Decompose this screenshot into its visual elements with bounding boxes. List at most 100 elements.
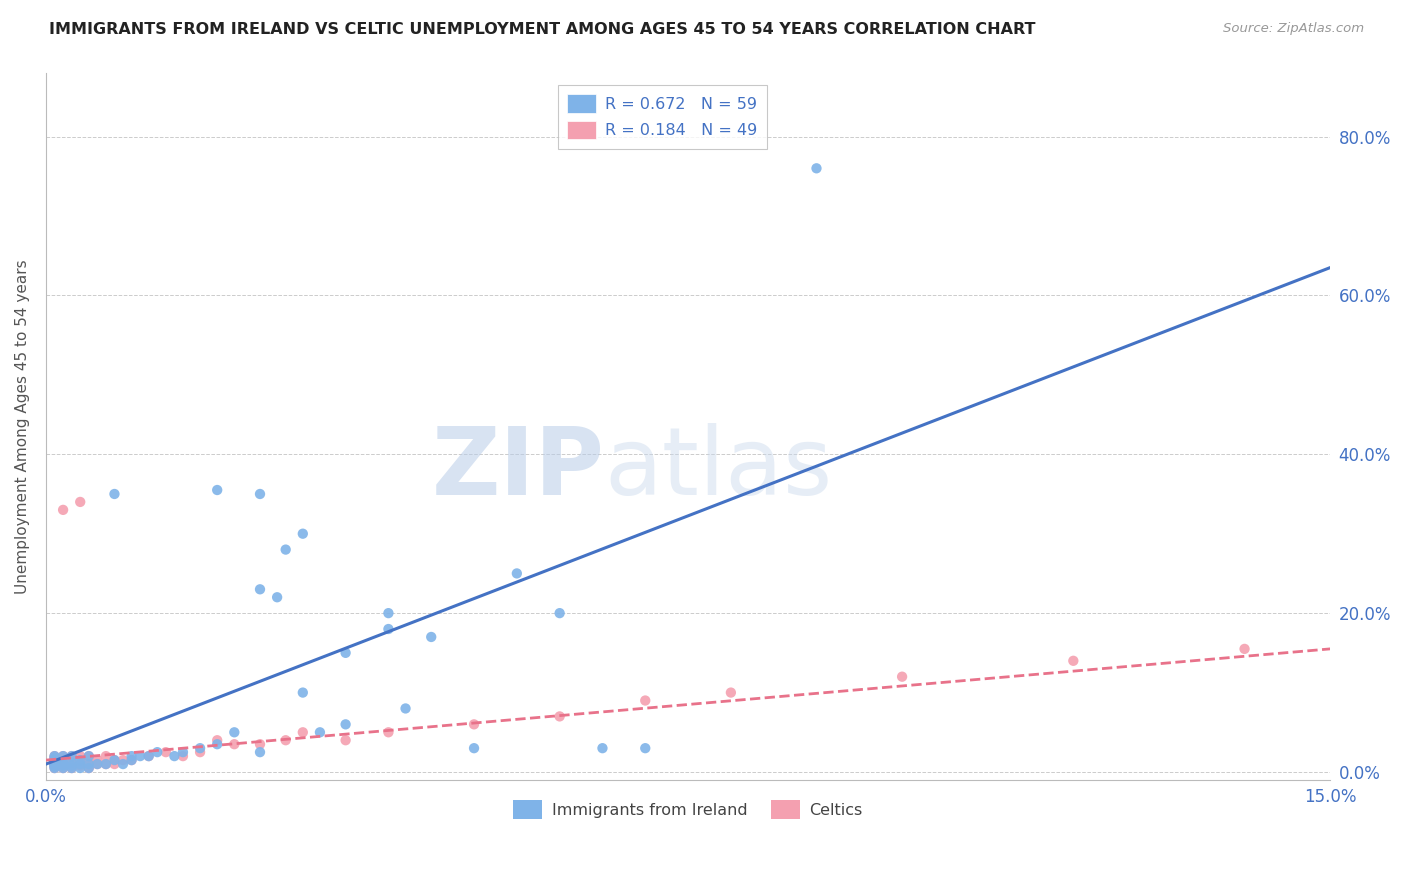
Point	[44, 757, 66, 772]
Point	[377, 622, 399, 636]
Point	[806, 161, 828, 176]
Point	[224, 737, 246, 751]
Point	[94, 757, 117, 772]
Point	[86, 753, 108, 767]
Point	[138, 749, 160, 764]
Point	[506, 566, 529, 581]
Point	[60, 753, 83, 767]
Point	[94, 749, 117, 764]
Point	[249, 745, 271, 759]
Point	[129, 749, 152, 764]
Point	[291, 725, 314, 739]
Point	[52, 761, 75, 775]
Text: IMMIGRANTS FROM IRELAND VS CELTIC UNEMPLOYMENT AMONG AGES 45 TO 54 YEARS CORRELA: IMMIGRANTS FROM IRELAND VS CELTIC UNEMPL…	[49, 22, 1036, 37]
Point	[69, 757, 91, 772]
Point	[44, 750, 66, 764]
Point	[420, 630, 443, 644]
Point	[86, 757, 108, 772]
Point	[291, 526, 314, 541]
Point	[103, 757, 125, 772]
Point	[205, 733, 228, 747]
Point	[634, 741, 657, 756]
Point	[77, 749, 100, 764]
Point	[163, 749, 186, 764]
Point	[44, 758, 66, 772]
Point	[69, 749, 91, 764]
Point	[69, 495, 91, 509]
Point	[52, 758, 75, 772]
Point	[77, 753, 100, 767]
Text: Source: ZipAtlas.com: Source: ZipAtlas.com	[1223, 22, 1364, 36]
Point	[77, 749, 100, 764]
Point	[224, 725, 246, 739]
Point	[309, 725, 332, 739]
Point	[188, 741, 211, 756]
Point	[60, 757, 83, 772]
Point	[60, 756, 83, 770]
Point	[891, 670, 914, 684]
Point	[394, 701, 416, 715]
Point	[266, 591, 288, 605]
Point	[60, 749, 83, 764]
Point	[591, 741, 613, 756]
Point	[274, 733, 297, 747]
Point	[377, 606, 399, 620]
Point	[52, 761, 75, 775]
Point	[291, 685, 314, 699]
Point	[44, 749, 66, 764]
Point	[1062, 654, 1084, 668]
Point	[44, 756, 66, 770]
Point	[720, 685, 742, 699]
Point	[205, 737, 228, 751]
Point	[69, 758, 91, 772]
Point	[77, 757, 100, 772]
Point	[172, 749, 194, 764]
Point	[44, 757, 66, 772]
Point	[60, 749, 83, 764]
Point	[44, 753, 66, 767]
Point	[377, 725, 399, 739]
Point	[44, 750, 66, 764]
Point	[335, 646, 357, 660]
Point	[77, 761, 100, 775]
Point	[60, 758, 83, 772]
Y-axis label: Unemployment Among Ages 45 to 54 years: Unemployment Among Ages 45 to 54 years	[15, 260, 30, 594]
Point	[121, 749, 143, 764]
Point	[463, 741, 485, 756]
Point	[69, 761, 91, 775]
Point	[86, 757, 108, 772]
Point	[172, 745, 194, 759]
Point	[60, 761, 83, 775]
Point	[138, 749, 160, 764]
Point	[44, 758, 66, 772]
Point	[121, 753, 143, 767]
Point	[548, 709, 571, 723]
Point	[103, 753, 125, 767]
Point	[335, 733, 357, 747]
Point	[52, 756, 75, 770]
Point	[188, 745, 211, 759]
Point	[52, 757, 75, 772]
Point	[103, 753, 125, 767]
Point	[52, 756, 75, 770]
Text: ZIP: ZIP	[432, 423, 605, 515]
Point	[44, 756, 66, 770]
Point	[69, 756, 91, 770]
Point	[44, 753, 66, 767]
Point	[249, 487, 271, 501]
Point	[1233, 641, 1256, 656]
Point	[60, 761, 83, 775]
Point	[274, 542, 297, 557]
Point	[121, 753, 143, 767]
Point	[111, 757, 134, 772]
Point	[77, 761, 100, 775]
Point	[44, 759, 66, 773]
Point	[44, 749, 66, 764]
Point	[52, 749, 75, 764]
Point	[205, 483, 228, 497]
Legend: Immigrants from Ireland, Celtics: Immigrants from Ireland, Celtics	[508, 794, 869, 825]
Point	[44, 761, 66, 775]
Point	[463, 717, 485, 731]
Point	[335, 717, 357, 731]
Point	[111, 753, 134, 767]
